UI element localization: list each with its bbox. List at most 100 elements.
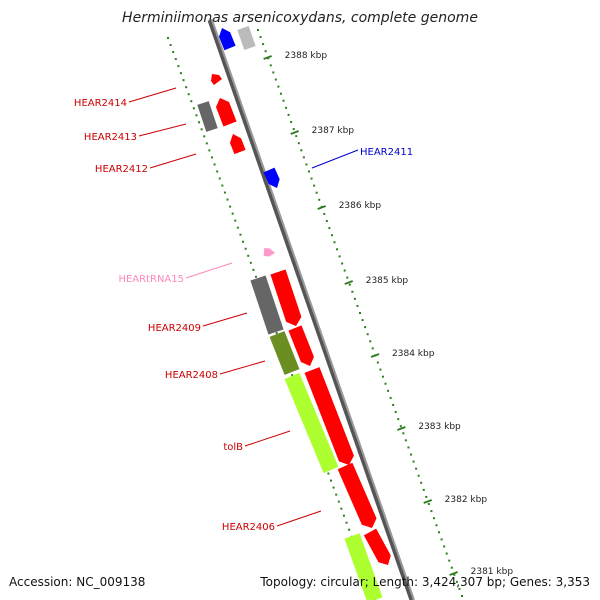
outer-tick-dot (313, 184, 316, 187)
inner-tick-dot (332, 486, 335, 489)
outer-tick-dot (453, 573, 456, 576)
gene-tolb (284, 372, 339, 474)
outer-tick-dot (410, 453, 412, 456)
inner-tick-dot (231, 212, 234, 215)
outer-tick-dot (325, 220, 328, 223)
outer-tick-dot (272, 71, 275, 74)
gene-label: tolB (223, 442, 243, 453)
outer-tick-dot (259, 36, 262, 39)
gene-hear2411 (263, 167, 280, 188)
gene-label: HEAR2412 (95, 164, 148, 175)
label-leader-line (276, 510, 322, 527)
scale-tick (423, 499, 433, 504)
scale-labels: 2388 kbp 2387 kbp 2386 kbp 2385 kbp 2384 kbp… (263, 51, 513, 577)
label-leader-line (138, 123, 187, 137)
inner-tick-dot (167, 37, 169, 39)
gene-gray-hear2413 (197, 101, 218, 132)
inner-tick-dot (226, 198, 229, 201)
inner-tick-dot (345, 521, 348, 524)
outer-tick-dot (279, 92, 282, 95)
outer-tick-dot (430, 510, 433, 513)
gene-label: HEAR2409 (148, 323, 201, 334)
scale-label: 2382 kbp (445, 495, 488, 505)
outer-tick-dot (366, 333, 369, 336)
label-leader-line (244, 430, 291, 447)
inner-tick-dot (198, 121, 201, 124)
inner-tick-dot (208, 149, 211, 152)
gene-features (197, 26, 391, 600)
outer-tick-dot (415, 467, 418, 470)
gene-hear2409 (270, 269, 302, 326)
outer-tick-dot (371, 347, 374, 350)
outer-tick-dot (404, 439, 407, 442)
outer-tick-dot (397, 418, 400, 421)
outer-tick-dot (420, 481, 423, 484)
outer-tick-dot (257, 29, 259, 31)
gene-label: HEAR2413 (84, 132, 137, 143)
inner-tick-dot (234, 219, 237, 222)
inner-tick-dot (203, 135, 206, 138)
scale-label: 2388 kbp (285, 51, 328, 61)
outer-tick-dot (361, 319, 364, 322)
outer-tick-dot (269, 64, 272, 67)
outer-tick-dot (359, 312, 361, 314)
scale-label: 2384 kbp (392, 349, 435, 359)
outer-tick-dot (438, 531, 441, 534)
scale-label: 2385 kbp (366, 276, 409, 286)
outer-tick-dot (295, 135, 298, 138)
outer-tick-dot (399, 425, 402, 428)
inner-tick-dot (242, 240, 245, 243)
inner-tick-dot (247, 254, 250, 257)
gene-labels: HEAR2414 HEAR2413 HEAR2412 HEAR2411 HEARtRNA… (74, 87, 413, 533)
inner-tick-dot (348, 528, 351, 531)
outer-tick-dot (412, 460, 415, 463)
inner-tick-dot (200, 128, 203, 131)
gene-hear2412 (229, 134, 246, 155)
scale-tick (344, 280, 354, 285)
inner-tick-dot (252, 268, 255, 271)
inner-tick-dot (244, 247, 247, 250)
inner-tick-dot (185, 86, 188, 89)
inner-tick-dot (236, 226, 239, 229)
outer-tick-dot (461, 595, 463, 597)
outer-tick-dot (341, 262, 344, 265)
outer-tick-dot (364, 326, 367, 329)
inner-tick-dot (195, 114, 198, 117)
scale-label: 2383 kbp (418, 422, 461, 432)
outer-tick-dot (422, 488, 425, 491)
outer-tick-dot (356, 304, 359, 307)
outer-tick-dot (369, 340, 372, 343)
outer-tick-dot (310, 177, 313, 180)
outer-tick-dot (407, 446, 410, 449)
outer-tick-dot (440, 538, 443, 541)
outer-tick-dot (297, 142, 300, 145)
outer-tick-dot (308, 170, 310, 173)
inner-tick-dot (335, 493, 338, 496)
outer-tick-dot (427, 503, 430, 506)
gene-hear2408 (269, 331, 300, 375)
outer-tick-dot (381, 375, 384, 378)
outer-tick-dot (302, 156, 305, 159)
inner-tick-dot (179, 72, 182, 75)
scale-label: 2386 kbp (339, 201, 382, 211)
gene-blue-top (219, 28, 236, 51)
inner-tick-dot (192, 107, 195, 110)
outer-tick-dot (264, 50, 267, 53)
outer-tick-dot (346, 276, 349, 279)
gene-lime-bottom (344, 533, 383, 600)
outer-tick-dot (376, 361, 379, 364)
inner-tick-dot (229, 205, 232, 208)
scale-label: 2387 kbp (312, 126, 355, 136)
label-leader-line (149, 153, 197, 169)
outer-tick-dot (425, 495, 428, 498)
inner-tick-dot (216, 170, 219, 173)
scale-tick (370, 353, 380, 358)
genome-summary-text: Topology: circular; Length: 3,424,307 bp… (260, 575, 590, 589)
outer-tick-dot (353, 297, 356, 300)
gene-label: HEAR2406 (222, 522, 275, 533)
label-leader-line (185, 262, 233, 279)
outer-tick-dot (432, 517, 435, 520)
inner-tick-dot (223, 191, 226, 194)
inner-tick-dot (330, 479, 333, 482)
